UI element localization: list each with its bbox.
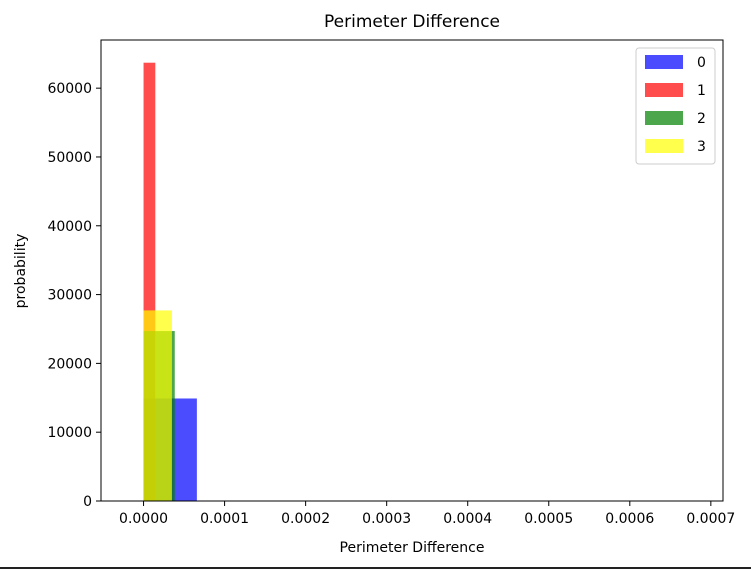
x-tick-label: 0.0007 (686, 511, 735, 527)
legend-swatch-3 (645, 139, 683, 153)
x-tick-label: 0.0000 (119, 511, 168, 527)
y-axis-ticks: 0 10000 20000 30000 40000 50000 60000 (47, 81, 101, 510)
x-tick-label: 0.0005 (524, 511, 573, 527)
x-tick-label: 0.0001 (200, 511, 249, 527)
bar-series-1-bin-0 (143, 62, 156, 502)
y-tick-label: 30000 (47, 288, 92, 304)
legend-swatch-0 (645, 55, 683, 69)
histogram-bars (143, 62, 197, 502)
y-tick-label: 40000 (47, 219, 92, 235)
legend-label-3: 3 (697, 139, 706, 155)
x-tick-label: 0.0002 (281, 511, 330, 527)
plot-frame (100, 39, 724, 502)
legend: 0 1 2 3 (635, 47, 716, 165)
y-tick-label: 50000 (47, 150, 92, 166)
x-axis-ticks: 0.0000 0.0001 0.0002 0.0003 0.0004 0.0005 0.00… (119, 501, 735, 527)
legend-swatch-1 (645, 83, 683, 97)
y-tick-label: 0 (83, 494, 92, 510)
y-tick-label: 10000 (47, 425, 92, 441)
bar-series-3-bin-0 (143, 310, 172, 501)
chart-title: Perimeter Difference (324, 12, 500, 32)
x-axis-label: Perimeter Difference (340, 540, 485, 556)
legend-swatch-2 (645, 111, 683, 125)
y-tick-label: 20000 (47, 356, 92, 372)
x-tick-label: 0.0003 (362, 511, 411, 527)
x-tick-label: 0.0004 (443, 511, 492, 527)
legend-label-0: 0 (697, 55, 706, 71)
legend-label-1: 1 (697, 83, 706, 99)
x-tick-label: 0.0006 (605, 511, 654, 527)
y-axis-label: probability (13, 234, 29, 309)
bottom-divider (0, 567, 751, 569)
legend-label-2: 2 (697, 111, 706, 127)
y-tick-label: 60000 (47, 81, 92, 97)
legend-box (635, 47, 716, 165)
